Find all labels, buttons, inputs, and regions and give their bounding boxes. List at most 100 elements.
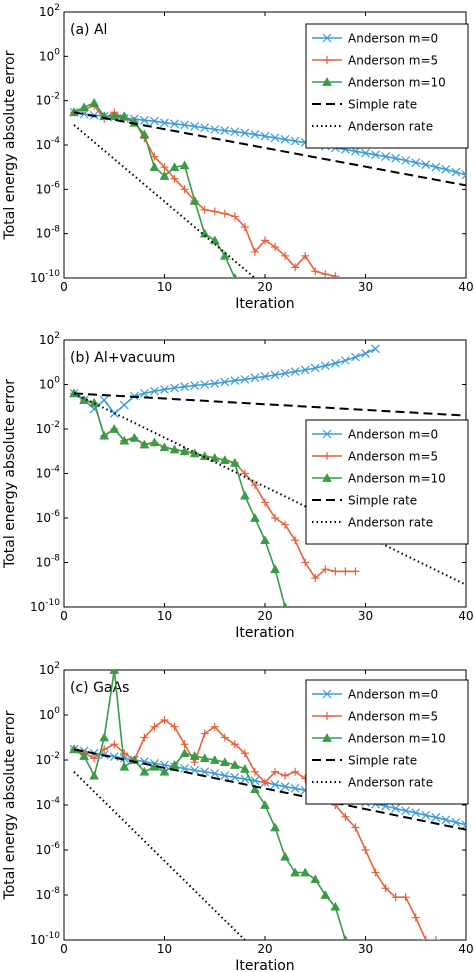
marker-x [190,121,200,131]
marker-x [210,379,220,389]
marker-plus [271,767,280,776]
marker-triangle [322,732,332,742]
marker-x [79,109,89,119]
marker-triangle [270,822,280,832]
marker-x [322,429,332,439]
series-simple [73,111,466,187]
marker-triangle [342,934,349,940]
marker-plus [140,733,149,742]
marker-x [210,125,220,134]
plot-area [69,344,466,607]
marker-plus [200,729,209,738]
marker-plus [220,733,229,742]
y-tick-label: 10-10 [30,931,60,947]
marker-x [330,358,340,368]
marker-x [391,804,401,813]
marker-x [99,395,109,405]
y-tick-label: 10-10 [30,269,60,285]
marker-x [270,780,280,790]
marker-triangle [99,732,110,742]
marker-x [160,118,169,128]
marker-x [361,348,370,358]
marker-plus [110,740,119,749]
panel-label: (b) Al+vacuum [70,350,175,366]
y-tick-label: 10-6 [36,180,61,196]
marker-plus [281,251,290,260]
marker-triangle [109,670,120,674]
legend-label-m0: Anderson m=0 [348,688,438,702]
marker-x [240,774,250,784]
marker-plus [240,749,249,758]
marker-triangle [149,437,160,447]
marker-plus [301,558,310,567]
marker-plus [371,868,380,877]
marker-x [280,782,290,792]
marker-plus [230,740,239,749]
marker-x [351,352,360,362]
x-tick-label: 40 [458,280,473,294]
legend-label-simple: Simple rate [348,98,417,112]
marker-x [220,377,230,387]
marker-x [270,133,280,143]
y-tick-label: 10-8 [36,225,61,241]
legend-label-simple: Simple rate [348,494,417,508]
marker-x [240,374,250,384]
plot-area [69,670,466,940]
marker-x [411,158,421,168]
y-tick-label: 10-4 [36,796,61,812]
y-tick-label: 10-2 [36,92,60,108]
marker-x [431,813,441,822]
marker-triangle [209,452,220,462]
x-tick-label: 20 [257,280,272,294]
series-line-m10 [73,392,286,607]
marker-plus [411,913,420,922]
marker-triangle [322,76,332,86]
x-tick-label: 0 [60,942,68,956]
marker-plus [220,209,229,218]
y-axis-label: Total energy absolute error [2,379,18,569]
y-tick-label: 10-6 [36,841,61,857]
marker-x [250,129,260,139]
marker-triangle [219,757,230,767]
legend: Anderson m=0 Anderson m=5 Anderson m=10 Sim… [305,23,469,149]
marker-triangle [290,867,301,877]
marker-triangle [159,170,170,180]
marker-triangle [159,766,170,776]
marker-triangle [139,766,150,776]
marker-triangle [99,430,110,440]
marker-triangle [109,111,120,121]
y-tick-label: 10-2 [36,751,60,767]
series-line-simple [73,111,466,187]
legend-label-anderson_rate: Anderson rate [348,516,433,530]
marker-x [160,385,169,394]
marker-plus [261,498,269,507]
marker-x [461,170,466,180]
marker-x [310,363,320,373]
marker-x [139,388,149,398]
y-axis-label: Total energy absolute error [2,50,18,240]
marker-triangle [139,439,150,449]
legend: Anderson m=0 Anderson m=5 Anderson m=10 Sim… [305,419,469,545]
marker-x [351,146,360,156]
marker-x [230,127,240,137]
marker-triangle [139,129,150,139]
marker-triangle [129,432,140,442]
marker-x [280,368,290,378]
marker-triangle [169,444,180,454]
x-tick-label: 10 [157,609,172,623]
marker-triangle [260,535,270,545]
y-tick-label: 10-2 [36,420,60,436]
panel-label: (a) Al [70,22,107,38]
marker-plus [150,722,159,731]
series-anderson_rate [73,771,246,940]
marker-triangle [282,601,288,607]
marker-plus [421,936,430,940]
marker-x [170,119,179,129]
marker-triangle [209,754,220,764]
marker-triangle [270,564,280,574]
marker-plus [261,778,269,787]
marker-plus [311,574,320,583]
series-line-simple [73,748,466,831]
marker-x [320,361,330,371]
